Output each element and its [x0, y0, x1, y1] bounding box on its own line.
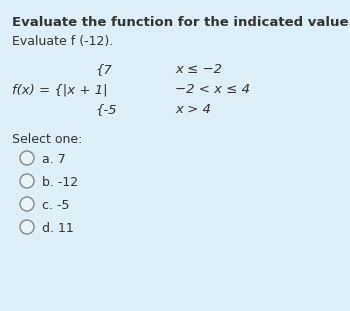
Text: d. 11: d. 11	[42, 222, 74, 235]
Text: x ≤ −2: x ≤ −2	[175, 63, 222, 76]
Circle shape	[20, 197, 34, 211]
Text: Evaluate the function for the indicated value.: Evaluate the function for the indicated …	[12, 16, 350, 29]
Text: {7: {7	[95, 63, 112, 76]
Circle shape	[20, 220, 34, 234]
Text: Evaluate f (-12).: Evaluate f (-12).	[12, 35, 113, 48]
Text: b. -12: b. -12	[42, 176, 78, 189]
Text: Select one:: Select one:	[12, 133, 82, 146]
Text: a. 7: a. 7	[42, 153, 66, 166]
Circle shape	[20, 151, 34, 165]
Circle shape	[20, 174, 34, 188]
Text: {-5: {-5	[95, 103, 117, 116]
Text: f(x) = {|x + 1|: f(x) = {|x + 1|	[12, 83, 108, 96]
Text: c. -5: c. -5	[42, 199, 70, 212]
Text: −2 < x ≤ 4: −2 < x ≤ 4	[175, 83, 250, 96]
Text: x > 4: x > 4	[175, 103, 211, 116]
